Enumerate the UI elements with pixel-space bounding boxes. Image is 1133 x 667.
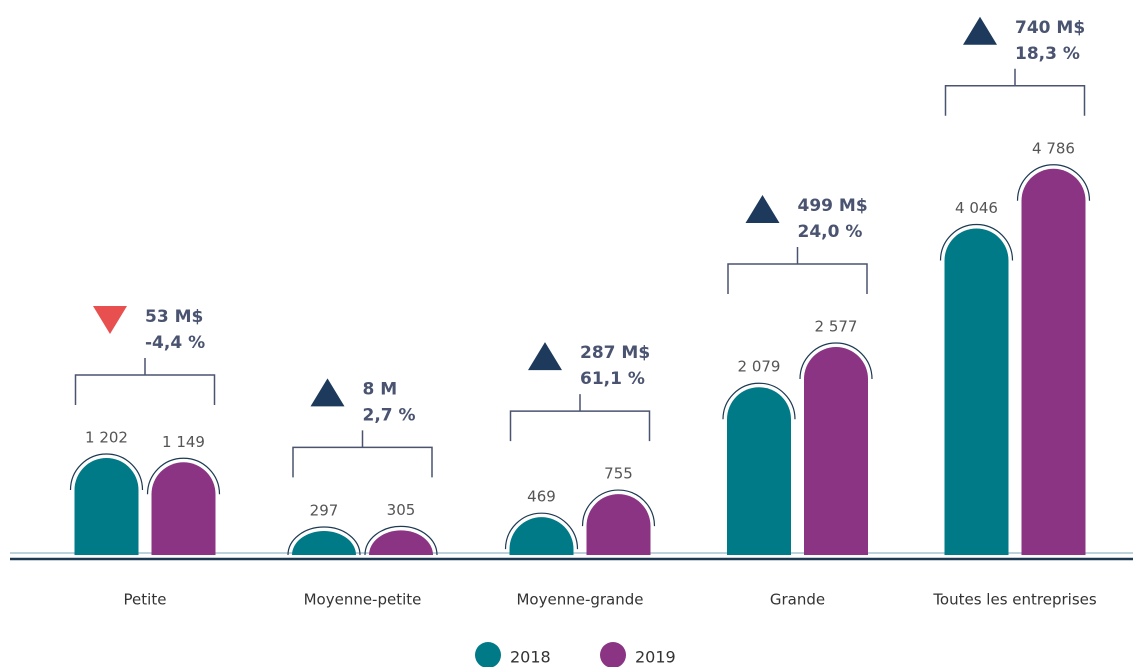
- legend-swatch: [600, 642, 626, 667]
- value-label: 2 079: [738, 358, 781, 376]
- bracket: [944, 68, 1086, 116]
- annotation-amount: 287 M$: [580, 343, 650, 363]
- change-arrow: [93, 305, 127, 334]
- bar: [509, 517, 574, 555]
- bar-outline: [722, 382, 796, 420]
- bracket: [509, 394, 651, 442]
- value-label: 755: [604, 465, 633, 483]
- bar: [74, 457, 139, 555]
- bar-outline: [1016, 164, 1091, 201]
- bar-outline: [364, 525, 438, 556]
- x-tick-label: Grande: [770, 591, 825, 609]
- x-tick-label: Petite: [124, 591, 167, 609]
- value-label: 4 786: [1032, 139, 1075, 157]
- legend-label: 2019: [635, 648, 676, 667]
- bar-outline: [287, 526, 361, 556]
- value-label: 305: [387, 501, 416, 519]
- bar: [369, 530, 433, 555]
- annotation-amount: 8 M: [363, 379, 398, 399]
- annotation-change: 24,0 %: [798, 222, 863, 242]
- bar-outline: [146, 457, 221, 495]
- bracket: [727, 247, 868, 295]
- value-label: 4 046: [955, 199, 998, 217]
- bar: [1021, 168, 1086, 555]
- annotation-change: 61,1 %: [580, 369, 645, 389]
- annotation-change: 2,7 %: [363, 405, 416, 425]
- value-label: 1 202: [85, 428, 128, 446]
- value-label: 469: [527, 488, 556, 506]
- x-tick-label: Moyenne-grande: [516, 591, 643, 609]
- annotation-amount: 499 M$: [798, 196, 868, 216]
- value-label: 1 149: [162, 433, 205, 451]
- x-tick-label: Moyenne-petite: [304, 591, 422, 609]
- change-arrow: [310, 378, 345, 407]
- annotation-change: 18,3 %: [1015, 44, 1080, 64]
- bar-outline: [69, 453, 144, 490]
- bar: [151, 462, 216, 555]
- change-arrow: [528, 342, 562, 371]
- legend-label: 2018: [510, 648, 551, 667]
- bar-outline: [799, 342, 873, 380]
- bracket: [74, 357, 216, 405]
- legend-swatch: [475, 642, 501, 667]
- value-label: 2 577: [815, 318, 858, 336]
- bar-outline: [939, 223, 1014, 261]
- annotation-amount: 740 M$: [1015, 18, 1085, 38]
- bar: [944, 228, 1009, 555]
- bar: [292, 531, 356, 555]
- change-arrow: [963, 16, 997, 45]
- annotation-amount: 53 M$: [145, 307, 203, 327]
- bar: [727, 387, 791, 555]
- value-label: 297: [310, 502, 339, 520]
- change-arrow: [745, 195, 780, 224]
- bracket: [292, 430, 433, 478]
- annotation-change: -4,4 %: [145, 333, 205, 353]
- x-tick-label: Toutes les entreprises: [932, 591, 1097, 609]
- bar: [586, 494, 651, 555]
- bar-outline: [504, 512, 579, 550]
- bar-outline: [581, 489, 656, 527]
- bar: [804, 347, 868, 555]
